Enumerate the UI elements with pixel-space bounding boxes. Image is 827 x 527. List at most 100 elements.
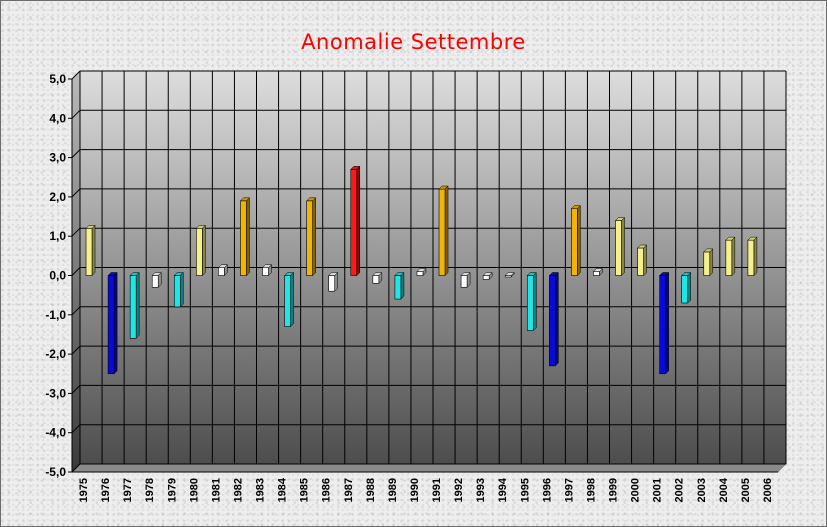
- bar-side: [135, 271, 140, 339]
- bar: [725, 236, 736, 277]
- bar-top: [570, 205, 582, 209]
- x-tick-label: 1994: [497, 477, 509, 502]
- gridline-depth: [71, 188, 81, 198]
- bar-front: [85, 228, 93, 276]
- gridline-depth: [71, 149, 81, 158]
- bar-top: [107, 272, 118, 276]
- bar-top: [195, 225, 206, 229]
- bar: [195, 224, 206, 277]
- bar-top: [659, 272, 670, 276]
- y-tick-label: 3,0: [49, 151, 66, 165]
- bar-front: [129, 275, 137, 339]
- bar-side: [665, 271, 669, 375]
- bar-front: [659, 275, 666, 375]
- bar-front: [262, 267, 269, 276]
- bar-front: [328, 275, 336, 292]
- bar-top: [261, 264, 273, 268]
- x-tick-label: 1984: [277, 477, 289, 502]
- bar-front: [438, 188, 446, 276]
- x-tick-label: 2004: [718, 477, 730, 502]
- x-tick-label: 1977: [122, 478, 134, 502]
- gridline-depth: [71, 385, 81, 394]
- bar-side: [709, 248, 714, 277]
- bar-side: [290, 271, 294, 328]
- x-tick-label: 1980: [188, 478, 200, 502]
- x-tick-label: 1989: [387, 478, 399, 502]
- bar-front: [394, 275, 402, 300]
- bar-top: [416, 268, 427, 272]
- bar: [85, 224, 96, 277]
- x-tick-label: 1986: [321, 478, 333, 502]
- bar: [283, 271, 295, 328]
- bar-front: [482, 275, 490, 280]
- bar-front: [240, 200, 247, 276]
- bar-front: [218, 267, 225, 276]
- chart-title: Anomalie Settembre: [301, 30, 526, 54]
- bar-side: [753, 236, 758, 277]
- bar: [328, 271, 339, 292]
- bar-side: [643, 244, 647, 277]
- bar-top: [328, 272, 339, 276]
- bar: [614, 216, 626, 277]
- bar-side: [621, 216, 625, 277]
- bar: [592, 267, 604, 277]
- x-tick-label: 1983: [255, 478, 267, 502]
- bar-front: [416, 271, 424, 276]
- x-tick-label: 1991: [431, 478, 443, 502]
- gridline-depth: [71, 306, 81, 316]
- bar-front: [703, 251, 711, 276]
- x-tick-label: 1985: [299, 478, 311, 502]
- bar-side: [246, 197, 250, 277]
- bar-side: [312, 197, 316, 277]
- bar-top: [173, 272, 184, 276]
- bar-top: [703, 248, 714, 253]
- bar-front: [151, 275, 159, 288]
- bar: [703, 248, 714, 277]
- bar-top: [747, 236, 758, 241]
- plot-walls: [71, 71, 787, 473]
- floor: [71, 463, 787, 473]
- bar-front: [107, 275, 115, 375]
- bar-side: [533, 271, 537, 332]
- bar: [681, 271, 692, 304]
- bar: [372, 271, 383, 284]
- x-tick-label: 2006: [762, 478, 774, 502]
- bar-front: [196, 228, 203, 276]
- bar-top: [681, 272, 692, 276]
- bar-top: [614, 217, 626, 221]
- bar-top: [548, 272, 559, 276]
- bar: [460, 271, 471, 288]
- x-axis-ticks: 1975 1976 1977 1978 1979 1980 1981 1982 1983 1984…: [78, 477, 774, 502]
- x-tick-label: 1978: [144, 478, 156, 502]
- y-tick-label: 4,0: [49, 111, 66, 125]
- bar-side: [202, 224, 206, 277]
- bar-top: [636, 244, 648, 249]
- bars: [85, 165, 758, 375]
- y-tick-label: 1,0: [49, 229, 66, 243]
- x-tick-label: 2005: [740, 478, 752, 502]
- bar-front: [549, 275, 556, 367]
- x-tick-label: 1981: [210, 478, 222, 502]
- x-tick-label: 1999: [608, 478, 620, 502]
- bar-front: [637, 247, 644, 276]
- x-tick-label: 1988: [365, 478, 377, 502]
- bar-side: [687, 271, 691, 304]
- x-tick-label: 2003: [696, 478, 708, 502]
- x-tick-label: 1975: [78, 478, 90, 502]
- bar-side: [400, 271, 405, 300]
- bar-side: [180, 271, 184, 308]
- bar-top: [592, 268, 604, 272]
- bar: [239, 197, 251, 277]
- bar-front: [526, 275, 534, 331]
- bar: [747, 236, 758, 277]
- bar-front: [725, 239, 733, 276]
- bar-side: [731, 236, 736, 277]
- bar-top: [394, 272, 405, 276]
- bar-top: [239, 197, 251, 202]
- gridline-depth: [71, 109, 81, 119]
- y-tick-label: -4,0: [45, 426, 66, 440]
- bar-front: [306, 200, 313, 276]
- bar: [261, 264, 273, 277]
- x-tick-label: 2000: [630, 478, 642, 502]
